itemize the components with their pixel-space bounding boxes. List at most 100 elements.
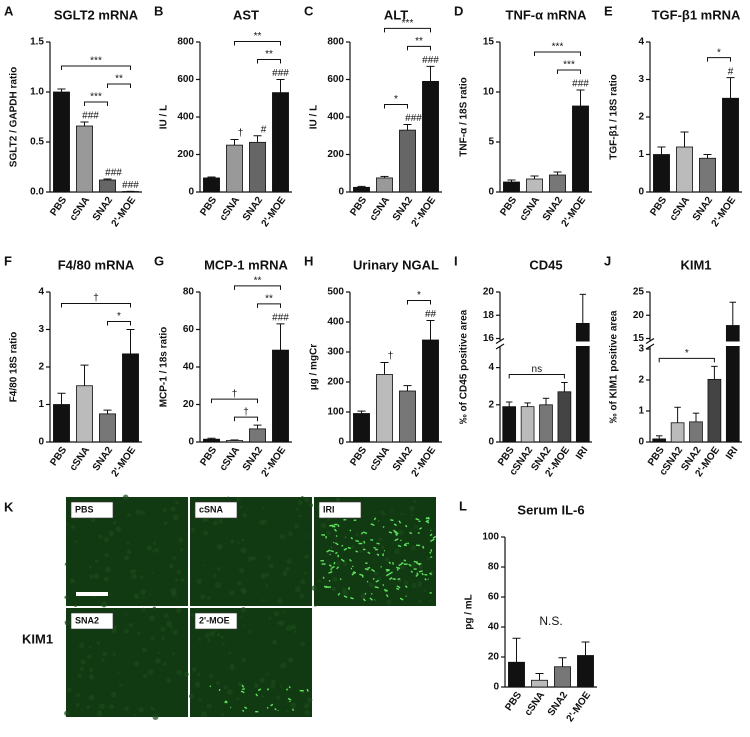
tissue-texture (126, 549, 132, 555)
tissue-texture (317, 579, 322, 583)
y-tick-label: 600 (177, 74, 194, 85)
kim1-signal (388, 577, 393, 581)
kim1-signal (404, 585, 408, 588)
tissue-texture (141, 607, 146, 612)
kim1-signal (337, 593, 340, 596)
significance-label: ** (265, 49, 273, 60)
tissue-texture (101, 658, 105, 662)
tissue-texture (137, 631, 141, 636)
y-tick-label: 0 (638, 437, 644, 448)
tissue-texture (400, 512, 404, 516)
y-tick-label: 400 (177, 112, 194, 123)
significance-bracket (107, 321, 131, 326)
tissue-texture (204, 633, 210, 639)
tissue-texture (172, 652, 176, 656)
kim1-signal (403, 542, 408, 547)
significance-bracket (707, 57, 731, 62)
kim1-signal (407, 542, 410, 545)
tissue-texture (295, 508, 299, 512)
tissue-texture (134, 713, 137, 716)
tissue-texture (141, 647, 147, 653)
tissue-texture (265, 584, 269, 588)
tissue-texture (101, 601, 108, 608)
x-tick-label: cSNA (218, 195, 242, 223)
tissue-texture (151, 571, 154, 575)
bar (399, 129, 416, 193)
kim1-signal (330, 549, 334, 553)
tissue-texture (304, 554, 309, 559)
significance-bracket (257, 303, 281, 308)
kim1-signal (403, 559, 406, 562)
kim1-signal (425, 516, 430, 520)
tissue-texture (203, 564, 206, 567)
bar (272, 92, 289, 193)
kim1-signal (291, 708, 295, 711)
tissue-texture (216, 681, 220, 685)
kim1-signal (257, 688, 262, 692)
kim1-signal (274, 708, 277, 711)
tissue-texture (306, 697, 313, 703)
y-tick-label: 100 (482, 532, 499, 543)
kim1-signal (360, 531, 364, 535)
tissue-texture (266, 672, 269, 676)
bar (557, 391, 572, 443)
kim1-signal (409, 531, 413, 535)
x-tick-label: 2'-MOE (410, 445, 439, 479)
kim1-signal (367, 551, 371, 555)
y-tick-label: 400 (327, 112, 344, 123)
tissue-texture (176, 669, 182, 675)
kim1-signal (333, 528, 338, 532)
tissue-texture (241, 589, 247, 595)
row-label: KIM1 (22, 631, 53, 646)
significance-bracket (61, 65, 131, 70)
kim1-signal (415, 518, 420, 521)
kim1-signal (364, 592, 367, 595)
tissue-texture (170, 587, 177, 594)
tissue-texture (167, 679, 170, 682)
bar (676, 146, 693, 193)
tile-label: SNA2 (75, 615, 99, 625)
bar (376, 374, 393, 443)
kim1-signal (369, 597, 373, 601)
tissue-texture (351, 545, 355, 549)
tissue-texture (172, 629, 178, 635)
tissue-texture (294, 586, 301, 593)
bar (353, 186, 370, 193)
significance-bracket (257, 59, 281, 64)
tissue-texture (191, 527, 196, 532)
tissue-texture (148, 593, 151, 596)
bar (503, 181, 520, 193)
tissue-texture (80, 659, 86, 665)
tissue-texture (140, 589, 146, 595)
tissue-texture (163, 613, 169, 619)
y-tick-label: 2 (38, 362, 44, 373)
tissue-texture (403, 580, 408, 585)
kim1-signal (286, 688, 289, 691)
y-tick-label: 60 (488, 592, 500, 603)
tissue-texture (89, 574, 94, 579)
chart-title: Urinary NGAL (353, 257, 439, 272)
significance-label: * (394, 94, 398, 105)
tissue-texture (260, 573, 267, 579)
tissue-texture (240, 547, 247, 554)
tissue-texture (66, 687, 72, 692)
tile-label: PBS (75, 504, 94, 514)
bar (508, 661, 525, 688)
kim1-signal (395, 566, 401, 570)
kim1-signal (255, 693, 259, 697)
tissue-texture (227, 496, 230, 499)
tissue-texture (209, 630, 216, 637)
tissue-texture (88, 694, 95, 701)
tissue-texture (277, 598, 283, 604)
kim1-signal (370, 523, 375, 527)
y-tick-label: 10 (483, 87, 495, 98)
y-tick-label: 200 (327, 377, 344, 388)
tissue-texture (227, 689, 233, 695)
bar-break-gap (575, 341, 591, 346)
kim1-signal (385, 594, 389, 598)
tissue-texture (266, 555, 271, 560)
tissue-texture (103, 537, 109, 543)
chart-title: Serum IL-6 (517, 502, 584, 517)
x-tick-label: cSNA (368, 195, 392, 223)
tissue-texture (189, 693, 194, 699)
